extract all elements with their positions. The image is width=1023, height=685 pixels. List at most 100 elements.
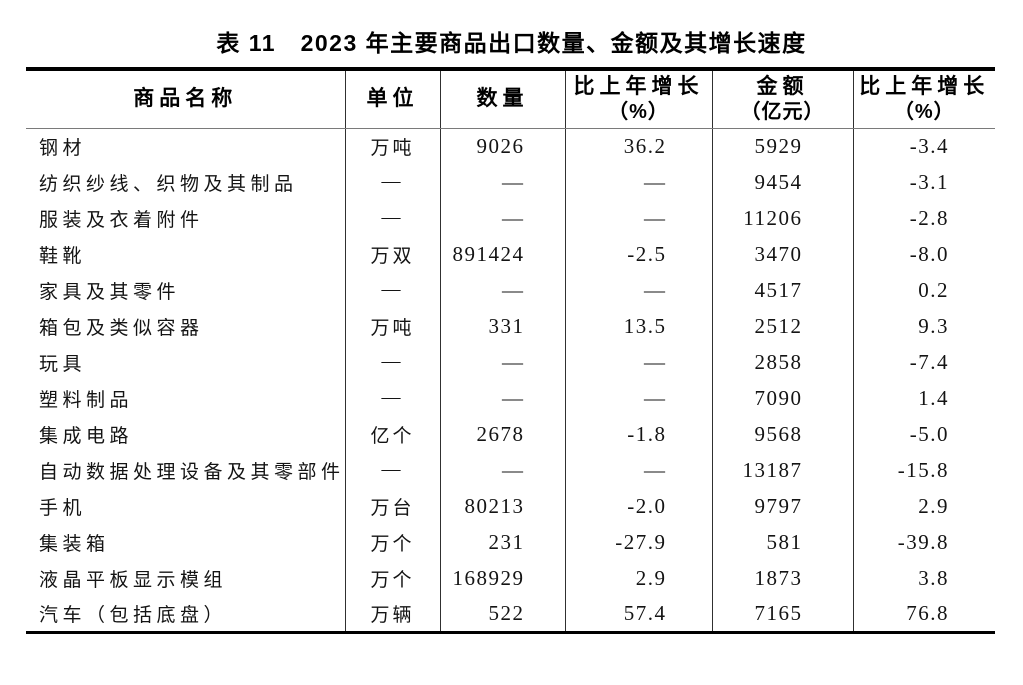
cell-quantity: 331 xyxy=(439,308,565,344)
table-row: 钢材 万吨 9026 36.2 5929 -3.4 xyxy=(26,128,995,164)
cell-amount-growth: -39.8 xyxy=(852,524,995,560)
table-row: 箱包及类似容器 万吨 331 13.5 2512 9.3 xyxy=(26,308,995,344)
cell-amount: 581 xyxy=(711,524,853,560)
cell-amount-growth: 3.8 xyxy=(852,560,995,596)
col-header-quantity: 数量 xyxy=(439,69,565,129)
cell-quantity-growth: 57.4 xyxy=(564,596,712,632)
cell-amount-growth: -3.1 xyxy=(852,164,995,200)
cell-amount-growth: -15.8 xyxy=(852,452,995,488)
cell-quantity-growth: — xyxy=(564,272,712,308)
cell-commodity-name: 玩具 xyxy=(39,353,87,375)
cell-amount-growth: 1.4 xyxy=(852,380,995,416)
cell-amount: 2512 xyxy=(711,308,853,344)
cell-unit: 万个 xyxy=(344,524,440,560)
cell-commodity-name: 自动数据处理设备及其零部件 xyxy=(39,461,345,483)
cell-quantity: 80213 xyxy=(439,488,565,524)
cell-commodity-name: 集装箱 xyxy=(39,533,110,555)
table-row: 塑料制品 — — —7090 1.4 xyxy=(26,380,995,416)
cell-unit: — xyxy=(344,164,440,200)
cell-quantity-growth: 2.9 xyxy=(564,560,712,596)
cell-commodity-name: 服装及衣着附件 xyxy=(39,209,204,231)
table-row: 集装箱 万个 231 -27.9 581 -39.8 xyxy=(26,524,995,560)
cell-quantity-growth: -2.0 xyxy=(564,488,712,524)
col-header-label: 商品名称 xyxy=(133,87,238,111)
table-row: 纺织纱线、织物及其制品 — — —9454 -3.1 xyxy=(26,164,995,200)
cell-amount-growth: 2.9 xyxy=(852,488,995,524)
table-row: 手机 万台 80213 -2.0 9797 2.9 xyxy=(26,488,995,524)
cell-quantity: — xyxy=(439,380,565,416)
col-header-label: 数量 xyxy=(476,87,529,111)
cell-commodity-name: 纺织纱线、织物及其制品 xyxy=(39,173,298,195)
cell-unit: — xyxy=(344,200,440,236)
cell-commodity-name: 箱包及类似容器 xyxy=(39,317,204,339)
cell-unit: — xyxy=(344,344,440,380)
cell-amount-growth: -8.0 xyxy=(852,236,995,272)
table-row: 鞋靴 万双 891424 -2.5 3470 -8.0 xyxy=(26,236,995,272)
cell-commodity-name: 汽车（包括底盘） xyxy=(39,604,228,626)
table-row: 服装及衣着附件 — — —11206 -2.8 xyxy=(26,200,995,236)
cell-amount: 3470 xyxy=(711,236,853,272)
cell-quantity-growth: — xyxy=(564,200,712,236)
page-title: 表 11 2023 年主要商品出口数量、金额及其增长速度 xyxy=(216,30,807,56)
cell-unit: — xyxy=(344,452,440,488)
cell-amount-growth: -5.0 xyxy=(852,416,995,452)
cell-amount-growth: -2.8 xyxy=(852,200,995,236)
cell-quantity: 9026 xyxy=(439,128,565,164)
col-header-quantity-growth: 比上年增长 （%） xyxy=(564,69,712,129)
cell-commodity-name: 鞋靴 xyxy=(39,245,87,267)
table-row: 玩具 — — —2858 -7.4 xyxy=(26,344,995,380)
cell-amount: 9568 xyxy=(711,416,853,452)
cell-amount: 9797 xyxy=(711,488,853,524)
col-header-sublabel: （%） xyxy=(893,100,955,123)
table-row: 家具及其零件 — — —4517 0.2 xyxy=(26,272,995,308)
cell-unit: — xyxy=(344,380,440,416)
cell-amount: 9454 xyxy=(711,164,853,200)
col-header-commodity-name: 商品名称 xyxy=(26,69,345,129)
cell-unit: — xyxy=(344,272,440,308)
cell-quantity-growth: 36.2 xyxy=(564,128,712,164)
cell-quantity-growth: — xyxy=(564,380,712,416)
cell-commodity-name: 钢材 xyxy=(39,137,87,159)
cell-amount-growth: 9.3 xyxy=(852,308,995,344)
cell-quantity-growth: — xyxy=(564,452,712,488)
cell-commodity-name: 液晶平板显示模组 xyxy=(39,569,228,591)
cell-amount: 1873 xyxy=(711,560,853,596)
cell-quantity-growth: 13.5 xyxy=(564,308,712,344)
cell-amount-growth: -7.4 xyxy=(852,344,995,380)
col-header-sublabel: （%） xyxy=(608,100,669,123)
cell-unit: 万个 xyxy=(344,560,440,596)
cell-amount: 13187 xyxy=(711,452,853,488)
cell-quantity: 231 xyxy=(439,524,565,560)
table-row: 汽车（包括底盘） 万辆 522 57.4 7165 76.8 xyxy=(26,596,995,632)
cell-commodity-name: 集成电路 xyxy=(39,425,134,447)
cell-amount: 4517 xyxy=(711,272,853,308)
cell-unit: 万吨 xyxy=(344,308,440,344)
cell-quantity: — xyxy=(439,344,565,380)
cell-amount: 11206 xyxy=(711,200,853,236)
cell-unit: 万台 xyxy=(344,488,440,524)
cell-unit: 万吨 xyxy=(344,128,440,164)
col-header-label: 单位 xyxy=(366,87,419,111)
cell-amount: 5929 xyxy=(711,128,853,164)
cell-quantity: — xyxy=(439,164,565,200)
cell-commodity-name: 塑料制品 xyxy=(39,389,134,411)
cell-amount-growth: 76.8 xyxy=(852,596,995,632)
col-header-amount-growth: 比上年增长 （%） xyxy=(852,69,995,129)
cell-unit: 万双 xyxy=(344,236,440,272)
commodity-export-table: 商品名称 单位 数量 比上年增长 （%） 金额 （亿元） 比上年增长 （%） 钢材 万吨… xyxy=(26,67,995,634)
cell-quantity: 891424 xyxy=(439,236,565,272)
header-row: 商品名称 单位 数量 比上年增长 （%） 金额 （亿元） 比上年增长 （%） xyxy=(26,69,995,129)
cell-commodity-name: 家具及其零件 xyxy=(39,281,181,303)
cell-amount: 2858 xyxy=(711,344,853,380)
col-header-label: 比上年增长 xyxy=(573,74,704,98)
cell-amount: 7090 xyxy=(711,380,853,416)
cell-quantity: — xyxy=(439,272,565,308)
cell-quantity-growth: -2.5 xyxy=(564,236,712,272)
cell-quantity: 168929 xyxy=(439,560,565,596)
cell-unit: 亿个 xyxy=(344,416,440,452)
table-row: 集成电路 亿个 2678 -1.8 9568 -5.0 xyxy=(26,416,995,452)
col-header-unit: 单位 xyxy=(344,69,440,129)
cell-quantity-growth: — xyxy=(564,164,712,200)
cell-commodity-name: 手机 xyxy=(39,497,87,519)
